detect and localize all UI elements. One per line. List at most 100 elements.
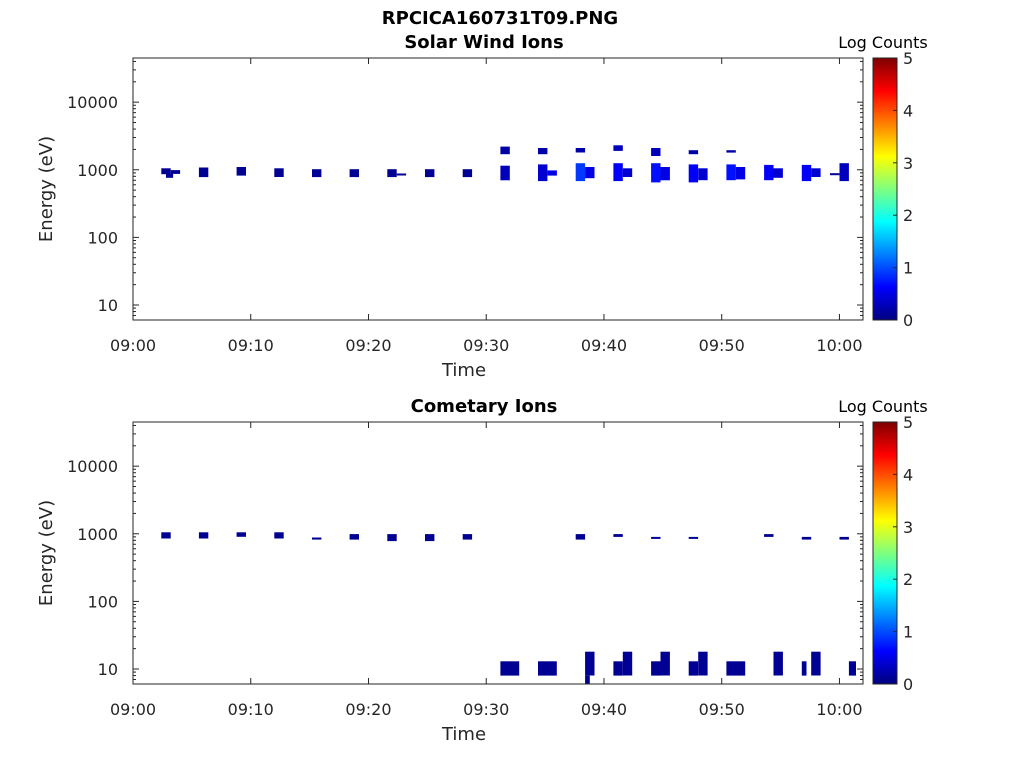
heatmap-cell bbox=[538, 148, 548, 155]
plot-area bbox=[133, 58, 863, 320]
colorbar-tick-label: 5 bbox=[903, 413, 913, 432]
heatmap-cell bbox=[613, 661, 623, 676]
colorbar-tick-label: 4 bbox=[903, 465, 913, 484]
heatmap-cell bbox=[773, 168, 783, 178]
colorbar bbox=[872, 421, 898, 685]
heatmap-cell bbox=[773, 651, 783, 676]
x-tick-label: 09:00 bbox=[110, 700, 156, 719]
heatmap-cell bbox=[161, 532, 171, 539]
heatmap-cell bbox=[425, 169, 435, 178]
heatmap-cell bbox=[585, 651, 595, 676]
y-tick-label: 10000 bbox=[67, 93, 118, 112]
colorbar-tick-label: 1 bbox=[903, 623, 913, 642]
colorbar-tick-label: 0 bbox=[903, 675, 913, 694]
heatmap-cell bbox=[161, 168, 171, 175]
heatmap-cell bbox=[801, 661, 807, 676]
heatmap-cell bbox=[622, 651, 633, 676]
heatmap-cell bbox=[848, 661, 856, 676]
x-tick-label: 10:00 bbox=[816, 700, 862, 719]
y-tick-label: 1000 bbox=[77, 161, 118, 180]
heatmap-cells bbox=[161, 145, 849, 183]
x-tick-label: 09:30 bbox=[463, 700, 509, 719]
heatmap-cell bbox=[274, 532, 284, 539]
heatmap-cell bbox=[198, 167, 209, 178]
heatmap-cell bbox=[500, 146, 510, 155]
heatmap-cell bbox=[688, 164, 699, 183]
x-tick-label: 09:20 bbox=[345, 700, 391, 719]
heatmap-cell bbox=[698, 168, 708, 181]
x-tick-label: 09:40 bbox=[581, 336, 627, 355]
heatmap-cell bbox=[575, 534, 586, 540]
heatmap-cell bbox=[688, 536, 699, 539]
heatmap-cell bbox=[811, 651, 821, 676]
heatmap-cell bbox=[839, 163, 849, 182]
heatmap-cell bbox=[547, 170, 557, 176]
heatmap-cell bbox=[613, 534, 623, 537]
x-tick-label: 09:50 bbox=[699, 336, 745, 355]
plot-area bbox=[133, 422, 863, 684]
solar-wind-ions-panel: Solar Wind Ions 09:00 09:10 09:20 09:30 09:40… bbox=[36, 32, 928, 381]
heatmap-cell bbox=[688, 150, 699, 155]
heatmap-cell bbox=[500, 661, 520, 676]
y-tick-label: 10 bbox=[98, 296, 118, 315]
x-tick-label: 09:40 bbox=[581, 700, 627, 719]
x-tick-label: 09:10 bbox=[228, 336, 274, 355]
heatmap-cell bbox=[688, 661, 699, 676]
x-axis-label: Time bbox=[441, 360, 486, 381]
heatmap-cell bbox=[811, 168, 821, 177]
y-axis-label: Energy (eV) bbox=[36, 136, 57, 242]
y-tick-label: 10 bbox=[98, 660, 118, 679]
colorbar-tick-label: 3 bbox=[903, 518, 913, 537]
cometary-ions-panel: Cometary Ions 09:00 09:10 09:20 09:30 09:40 09… bbox=[36, 396, 928, 745]
heatmap-cell bbox=[170, 170, 181, 174]
colorbar bbox=[872, 57, 898, 321]
colorbar-tick-label: 5 bbox=[903, 49, 913, 68]
figure-title: RPCICA160731T09.PNG bbox=[382, 8, 618, 29]
y-tick-label: 100 bbox=[87, 228, 118, 247]
x-tick-label: 10:00 bbox=[816, 336, 862, 355]
axes-frame bbox=[132, 421, 864, 685]
colorbar-label: Log Counts bbox=[838, 397, 928, 416]
heatmap-cell bbox=[349, 534, 359, 540]
panel-title: Solar Wind Ions bbox=[404, 32, 563, 53]
colorbar-tick-label: 1 bbox=[903, 259, 913, 278]
heatmap-cell bbox=[698, 651, 708, 676]
x-tick-label: 09:10 bbox=[228, 700, 274, 719]
heatmap-cell bbox=[462, 534, 473, 540]
axes-frame bbox=[132, 57, 864, 321]
heatmap-cell bbox=[801, 536, 812, 540]
colorbar-label: Log Counts bbox=[838, 33, 928, 52]
heatmap-cell bbox=[425, 534, 435, 542]
heatmap-cell bbox=[660, 651, 670, 676]
heatmap-cell bbox=[349, 169, 359, 178]
heatmap-cell bbox=[198, 532, 209, 539]
heatmap-cell bbox=[613, 163, 623, 182]
heatmap-cell bbox=[801, 164, 812, 182]
x-tick-label: 09:50 bbox=[699, 700, 745, 719]
colorbar-tick-label: 3 bbox=[903, 154, 913, 173]
heatmap-cells bbox=[161, 532, 856, 684]
heatmap-cell bbox=[236, 532, 246, 537]
heatmap-cell bbox=[651, 661, 661, 676]
y-tick-label: 100 bbox=[87, 592, 118, 611]
y-tick-label: 1000 bbox=[77, 525, 118, 544]
heatmap-cell bbox=[575, 163, 586, 182]
colorbar-tick-label: 2 bbox=[903, 206, 913, 225]
colorbar-tick-label: 4 bbox=[903, 101, 913, 120]
heatmap-cell bbox=[387, 169, 397, 178]
heatmap-cell bbox=[651, 536, 661, 539]
x-axis-label: Time bbox=[441, 724, 486, 745]
heatmap-cell bbox=[622, 168, 633, 177]
heatmap-cell bbox=[830, 173, 840, 176]
heatmap-cell bbox=[166, 173, 174, 178]
heatmap-cell bbox=[726, 164, 736, 181]
heatmap-cell bbox=[538, 661, 557, 676]
heatmap-cell bbox=[500, 165, 510, 181]
heatmap-cell bbox=[764, 534, 774, 537]
y-axis-label: Energy (eV) bbox=[36, 500, 57, 606]
colorbar-tick-label: 2 bbox=[903, 570, 913, 589]
heatmap-cell bbox=[312, 537, 322, 540]
heatmap-cell bbox=[726, 661, 746, 676]
x-tick-label: 09:20 bbox=[345, 336, 391, 355]
